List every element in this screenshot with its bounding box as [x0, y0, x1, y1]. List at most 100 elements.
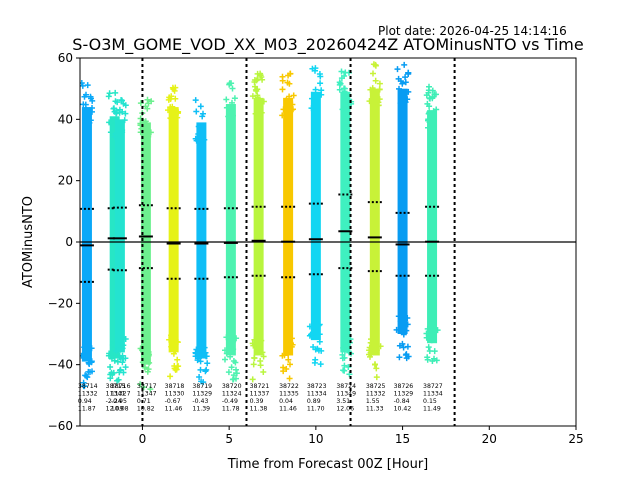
- data-point-marker: [317, 361, 324, 368]
- data-point-marker: [231, 95, 238, 102]
- data-point-marker: [393, 326, 400, 333]
- data-point-marker: [227, 353, 234, 360]
- data-point-marker: [251, 354, 258, 361]
- data-point-marker: [250, 361, 257, 368]
- orbit-stat-label: 11.38: [250, 406, 268, 413]
- data-point-marker: [147, 129, 154, 136]
- data-layer: [80, 58, 576, 426]
- data-point-marker: [230, 358, 237, 364]
- data-point-marker: [306, 332, 313, 339]
- orbit-stat-label: 38717: [137, 383, 157, 390]
- data-point-marker: [433, 357, 440, 364]
- data-point-marker: [142, 118, 149, 125]
- data-point-marker: [369, 340, 376, 347]
- data-point-marker: [202, 368, 209, 375]
- data-point-marker: [169, 84, 176, 91]
- data-point-marker: [106, 90, 113, 97]
- data-point-marker: [89, 97, 96, 104]
- data-point-marker: [144, 96, 151, 103]
- data-point-marker: [251, 336, 258, 343]
- data-point-marker: [341, 338, 348, 345]
- orbit-stat-label: 11332: [366, 391, 386, 398]
- data-point-marker: [398, 321, 405, 328]
- data-point-marker: [285, 336, 292, 343]
- orbit-point-cloud: [140, 122, 151, 365]
- data-point-marker: [404, 343, 411, 350]
- data-point-marker: [256, 103, 263, 110]
- data-point-marker: [89, 105, 95, 111]
- orbit-point-cloud: [114, 119, 125, 353]
- data-point-marker: [375, 102, 382, 109]
- data-point-marker: [428, 337, 435, 344]
- y-tick-label: −40: [48, 358, 73, 372]
- data-point-marker: [223, 96, 230, 103]
- orbit-stat-label: -0.84: [394, 398, 410, 405]
- orbit-stat-label: 38723: [307, 383, 327, 390]
- data-point-marker: [120, 342, 127, 349]
- data-point-marker: [222, 356, 228, 363]
- data-point-marker: [87, 93, 94, 100]
- orbit-stat-label: 11329: [394, 391, 414, 398]
- data-point-marker: [122, 110, 129, 117]
- data-point-marker: [425, 344, 432, 351]
- data-point-marker: [192, 97, 199, 104]
- orbit-point-cloud: [196, 122, 207, 359]
- data-point-marker: [400, 344, 407, 351]
- orbit-stat-label: 11.87: [78, 406, 96, 413]
- data-point-marker: [115, 376, 122, 383]
- data-point-marker: [317, 80, 324, 87]
- data-point-marker: [114, 99, 121, 106]
- data-point-marker: [175, 110, 181, 117]
- orbit-stat-label: 38718: [165, 383, 185, 390]
- axes-layer: 38714113320.9411.873871511341-2.2412.093…: [48, 51, 584, 446]
- data-point-marker: [147, 386, 154, 393]
- orbit-stat-label: 0.04: [279, 398, 293, 405]
- data-point-marker: [287, 361, 293, 368]
- orbit-stat-label: 38726: [394, 383, 414, 390]
- data-point-marker: [426, 119, 433, 126]
- data-point-marker: [339, 106, 346, 113]
- data-point-marker: [119, 359, 126, 366]
- data-point-marker: [199, 122, 206, 129]
- data-point-marker: [233, 375, 239, 382]
- x-tick-label: 25: [568, 432, 583, 446]
- data-point-marker: [434, 327, 441, 334]
- data-point-marker: [122, 336, 129, 342]
- data-point-marker: [280, 106, 287, 113]
- data-point-marker: [174, 356, 181, 363]
- data-point-marker: [257, 362, 264, 369]
- orbit-stat-label: 38719: [192, 383, 212, 390]
- data-point-marker: [113, 110, 120, 117]
- data-point-marker: [85, 346, 92, 353]
- x-tick-label: 0: [139, 432, 147, 446]
- data-point-marker: [394, 66, 401, 73]
- y-tick-label: 40: [58, 112, 73, 126]
- data-point-marker: [433, 106, 440, 113]
- data-point-marker: [80, 82, 86, 89]
- x-tick-label: 5: [225, 432, 233, 446]
- data-point-marker: [283, 96, 290, 103]
- orbit-stat-label: -0.95: [111, 398, 127, 405]
- data-point-marker: [117, 354, 124, 361]
- data-point-marker: [279, 112, 286, 119]
- data-point-marker: [233, 335, 240, 342]
- data-point-marker: [229, 85, 236, 92]
- data-point-marker: [431, 348, 438, 355]
- data-point-marker: [254, 345, 261, 352]
- orbit-stat-label: 11337: [250, 391, 270, 398]
- data-point-marker: [290, 92, 297, 99]
- orbit-group-4: [165, 84, 182, 380]
- orbit-stat-label: 38721: [250, 383, 270, 390]
- data-point-marker: [259, 76, 266, 83]
- data-point-marker: [371, 98, 378, 105]
- data-point-marker: [367, 353, 373, 360]
- orbit-group-8: [279, 70, 297, 382]
- data-point-marker: [341, 85, 348, 92]
- orbit-stat-label: 11.33: [366, 406, 384, 413]
- orbit-stat-label: 11334: [423, 391, 443, 398]
- orbit-stat-label: 11332: [78, 391, 98, 398]
- orbit-stat-label: 11341: [106, 391, 126, 398]
- data-point-marker: [284, 107, 291, 114]
- orbit-group-6: [222, 80, 240, 383]
